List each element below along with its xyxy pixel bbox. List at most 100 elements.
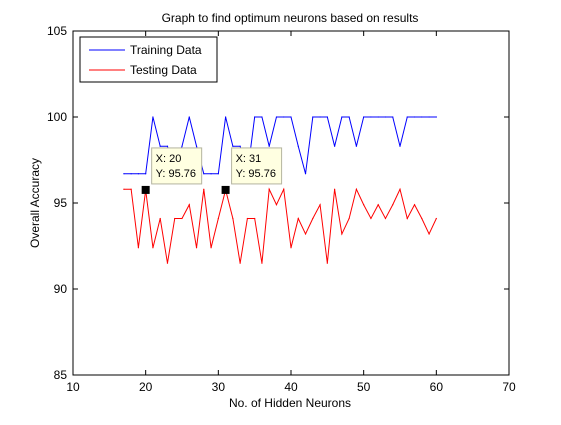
data-point (319, 204, 321, 206)
data-point (210, 247, 212, 249)
data-point (246, 217, 248, 220)
data-point (341, 116, 343, 118)
y-tick-label: 105 (47, 24, 67, 38)
y-tick-label: 100 (47, 110, 67, 124)
data-point (174, 217, 176, 220)
data-point (413, 116, 416, 118)
data-point (312, 116, 314, 118)
data-point (188, 116, 190, 118)
data-point (406, 217, 408, 220)
data-point (384, 116, 387, 118)
data-point (159, 217, 161, 220)
data-point (297, 145, 299, 147)
x-tick-label: 10 (66, 380, 80, 394)
data-point (232, 217, 234, 220)
data-point (326, 262, 328, 264)
data-point (137, 247, 139, 249)
datatip-marker[interactable] (141, 185, 150, 194)
datatip-marker[interactable] (221, 185, 230, 194)
datatip-x: X: 20 (156, 153, 182, 165)
data-point (181, 217, 183, 220)
data-point (210, 173, 212, 175)
data-point (188, 204, 190, 206)
data-point (232, 145, 234, 147)
data-point (304, 173, 307, 175)
data-point (348, 217, 350, 220)
data-point (166, 145, 169, 147)
data-point (312, 217, 314, 220)
data-point (428, 233, 430, 235)
datatip-box[interactable] (151, 147, 203, 185)
data-point (348, 116, 350, 118)
data-point (123, 188, 125, 190)
data-point (217, 217, 219, 220)
data-point (297, 217, 299, 220)
series-line-testing (123, 187, 437, 264)
data-point (137, 173, 139, 175)
data-point (195, 247, 198, 249)
data-point (384, 217, 387, 220)
data-point (392, 116, 394, 118)
data-point (363, 116, 365, 118)
legend-box (79, 36, 218, 83)
data-point (435, 217, 437, 220)
data-point (406, 116, 408, 118)
data-point (421, 217, 423, 220)
data-point (268, 145, 270, 147)
data-point (377, 116, 379, 118)
data-point (181, 145, 183, 147)
data-point (435, 116, 437, 118)
data-point (421, 116, 423, 118)
data-point (239, 262, 241, 264)
data-point (355, 145, 357, 147)
datatip-y: Y: 95.76 (236, 168, 276, 180)
x-tick-label: 30 (212, 380, 226, 394)
data-point (413, 204, 416, 206)
y-tick-label: 90 (54, 282, 68, 296)
data-point (254, 217, 256, 220)
data-point (370, 217, 372, 220)
data-point (370, 116, 372, 118)
data-point (152, 116, 154, 118)
legend[interactable]: Training Data Testing Data (79, 36, 218, 83)
y-axis-label: Overall Accuracy (28, 158, 42, 248)
data-point (261, 116, 263, 118)
data-point (195, 145, 198, 147)
data-point (152, 247, 154, 249)
datatip-box[interactable] (231, 147, 283, 185)
datatip-x: X: 31 (236, 153, 262, 165)
data-point (283, 188, 285, 190)
data-point (290, 247, 292, 249)
data-point (130, 173, 132, 175)
data-point (319, 116, 321, 118)
x-tick-label: 20 (139, 380, 153, 394)
data-point (326, 116, 328, 118)
data-point (399, 145, 401, 147)
data-point (392, 204, 394, 206)
data-point (275, 116, 278, 118)
data-point (261, 262, 263, 264)
data-point (428, 116, 430, 118)
data-point (217, 173, 219, 175)
plot-area (72, 30, 510, 376)
data-point (355, 188, 357, 190)
datatips-layer: X: 20 Y: 95.76 X: 31 Y: 95.76 (141, 147, 283, 194)
legend-label: Testing Data (130, 63, 197, 77)
data-point (341, 233, 343, 235)
data-point (130, 188, 132, 190)
legend-label: Training Data (130, 43, 202, 57)
y-tick-label: 95 (54, 196, 68, 210)
data-point (334, 145, 336, 147)
data-point (377, 204, 379, 206)
data-point (166, 262, 169, 264)
data-point (239, 145, 241, 147)
data-point (283, 116, 285, 118)
data-point (334, 188, 336, 190)
data-point (399, 188, 401, 190)
x-tick-label: 70 (502, 380, 516, 394)
data-point (203, 173, 205, 175)
x-tick-label: 50 (357, 380, 371, 394)
datatip-y: Y: 95.76 (156, 168, 196, 180)
